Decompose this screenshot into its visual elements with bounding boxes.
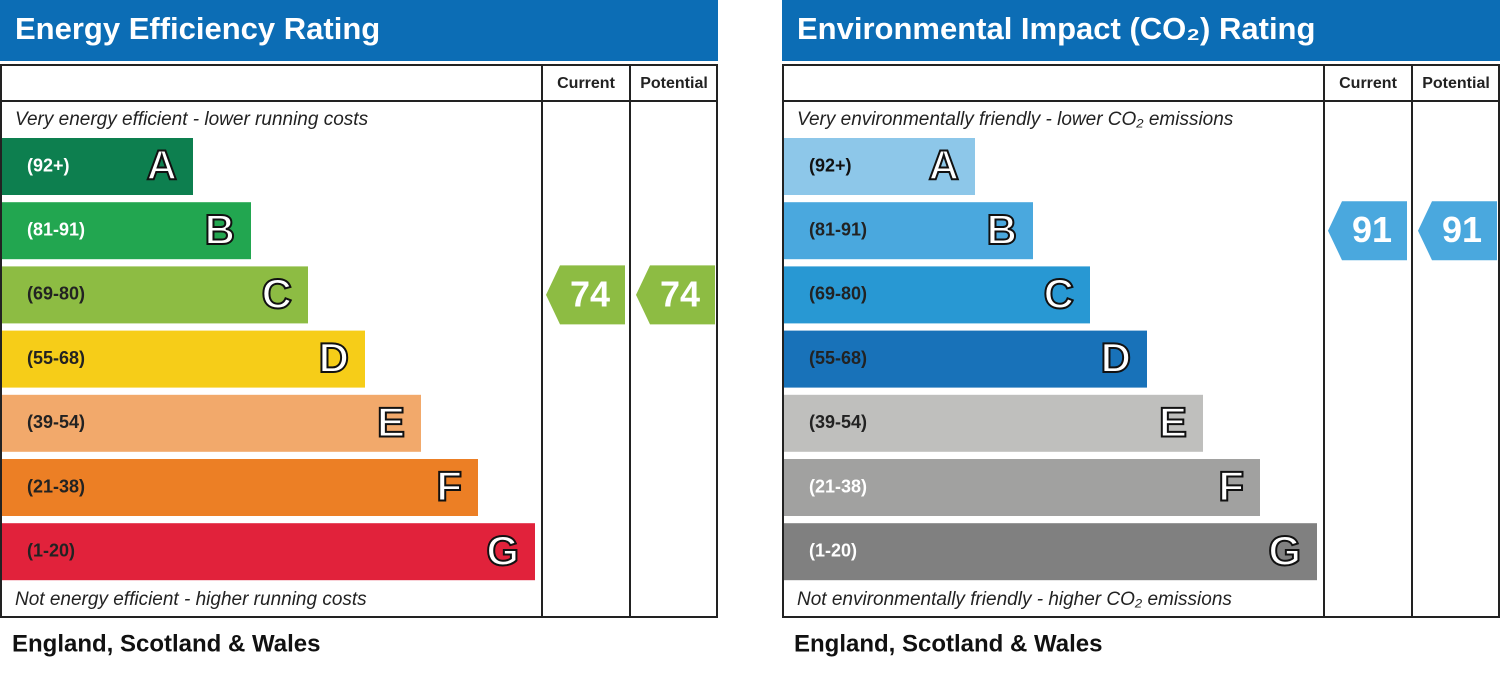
band-letter: B bbox=[205, 206, 235, 253]
rating-arrow bbox=[546, 265, 625, 325]
rating-value: 91 bbox=[1352, 209, 1392, 250]
band-letter: C bbox=[262, 270, 292, 317]
band-letter: B bbox=[987, 206, 1017, 253]
rating-arrow bbox=[1418, 201, 1497, 261]
table-frame bbox=[0, 64, 718, 618]
footer: England, Scotland & Wales bbox=[12, 630, 320, 657]
potential-header: Potential bbox=[1422, 75, 1490, 92]
band-range: (39-54) bbox=[809, 412, 867, 432]
band-letter: D bbox=[319, 334, 349, 381]
band-range: (55-68) bbox=[809, 348, 867, 368]
band-range: (21-38) bbox=[809, 476, 867, 496]
band-letter: A bbox=[929, 142, 959, 189]
top-note: Very energy efficient - lower running co… bbox=[15, 109, 369, 130]
footer-box bbox=[782, 619, 1292, 675]
current-header: Current bbox=[1339, 75, 1397, 92]
rating-band bbox=[2, 138, 193, 195]
panel-title: Energy Efficiency Rating bbox=[15, 11, 380, 46]
band-letter: G bbox=[1268, 527, 1301, 574]
rating-band bbox=[784, 523, 1317, 581]
band-letter: C bbox=[1044, 270, 1074, 317]
rating-band bbox=[2, 394, 421, 452]
potential-header: Potential bbox=[640, 75, 708, 92]
title-bar bbox=[0, 0, 718, 61]
rating-band bbox=[784, 266, 1090, 324]
table-frame bbox=[782, 64, 1500, 618]
panel-title: Environmental Impact (CO₂) Rating bbox=[797, 11, 1315, 46]
title-bar bbox=[782, 0, 1500, 61]
rating-value: 74 bbox=[570, 273, 610, 314]
rating-band bbox=[784, 394, 1203, 452]
band-range: (81-91) bbox=[809, 219, 867, 239]
band-letter: F bbox=[1218, 463, 1244, 510]
bottom-note: Not energy efficient - higher running co… bbox=[15, 589, 367, 610]
rating-band bbox=[784, 202, 1033, 260]
rating-band bbox=[784, 459, 1260, 516]
band-letter: A bbox=[147, 142, 177, 189]
rating-value: 74 bbox=[660, 273, 700, 314]
rating-band bbox=[2, 330, 365, 388]
rating-band bbox=[2, 523, 535, 581]
band-letter: G bbox=[486, 527, 519, 574]
band-letter: E bbox=[1159, 398, 1187, 445]
rating-arrow bbox=[1328, 201, 1407, 261]
rating-band bbox=[2, 202, 251, 260]
band-range: (1-20) bbox=[809, 540, 857, 560]
band-range: (39-54) bbox=[27, 412, 85, 432]
band-range: (69-80) bbox=[809, 284, 867, 304]
current-header: Current bbox=[557, 75, 615, 92]
band-range: (92+) bbox=[809, 155, 852, 175]
band-letter: F bbox=[436, 463, 462, 510]
band-letter: D bbox=[1101, 334, 1131, 381]
band-range: (55-68) bbox=[27, 348, 85, 368]
rating-band bbox=[2, 266, 308, 324]
band-range: (69-80) bbox=[27, 284, 85, 304]
bottom-note: Not environmentally friendly - higher CO… bbox=[797, 589, 1232, 610]
band-range: (21-38) bbox=[27, 476, 85, 496]
band-range: (92+) bbox=[27, 155, 70, 175]
footer: England, Scotland & Wales bbox=[794, 630, 1102, 657]
band-range: (1-20) bbox=[27, 540, 75, 560]
footer-box bbox=[0, 619, 510, 675]
band-range: (81-91) bbox=[27, 219, 85, 239]
rating-arrow bbox=[636, 265, 715, 325]
rating-value: 91 bbox=[1442, 209, 1482, 250]
band-letter: E bbox=[377, 398, 405, 445]
rating-band bbox=[784, 138, 975, 195]
rating-band bbox=[784, 330, 1147, 388]
rating-band bbox=[2, 459, 478, 516]
top-note: Very environmentally friendly - lower CO… bbox=[797, 109, 1234, 130]
